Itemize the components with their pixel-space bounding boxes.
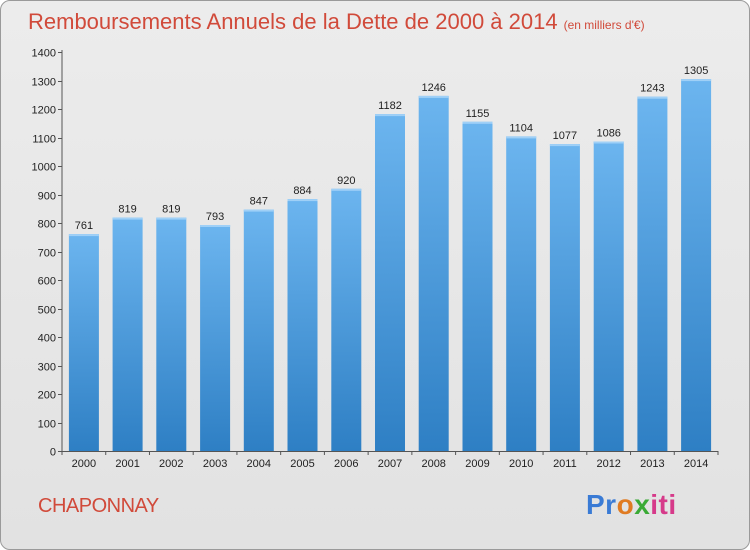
y-tick-label: 800 [38,219,56,231]
bar-top-highlight [243,209,274,212]
y-tick-label: 1400 [32,48,56,60]
chart-axes: 0 100 200 300 400 500 600 700 800 900 1000 1100 1200… [32,48,719,470]
x-tick-label: 2014 [684,458,708,470]
bar-value-label: 1243 [640,83,664,95]
x-tick-label: 2001 [115,458,139,470]
chart-unit: (en milliers d'€) [563,18,645,32]
proxiti-logo: Proxiti [586,489,677,520]
bar-2005 [287,199,318,451]
bar-2011 [549,144,580,451]
x-tick-label: 2013 [640,458,664,470]
x-tick-label: 2005 [290,458,314,470]
bar-2009 [462,121,493,452]
commune-name: CHAPONNAY [38,495,159,517]
y-tick-label: 1000 [32,162,56,174]
bar-top-highlight [418,95,449,98]
bar-2013 [637,96,668,451]
chart-title: Remboursements Annuels de la Dette de 20… [28,9,645,35]
y-tick-label: 900 [38,191,56,203]
bar-top-highlight [549,144,580,147]
y-tick-label: 0 [50,447,56,459]
chart-title-text: Remboursements Annuels de la Dette de 20… [28,9,558,34]
y-tick-label: 700 [38,248,56,260]
bar-value-label: 819 [162,204,180,216]
y-tick-label: 400 [38,333,56,345]
y-tick-label: 1300 [32,77,56,89]
y-tick-label: 1100 [32,134,56,146]
bar-value-label: 884 [293,185,311,197]
bar-2002 [156,217,187,451]
y-tick-label: 600 [38,276,56,288]
bar-value-label: 793 [206,211,224,223]
bar-value-label: 761 [75,220,93,232]
bar-2003 [200,225,231,451]
y-tick-label: 200 [38,390,56,402]
y-tick-label: 300 [38,362,56,374]
bar-2006 [331,188,362,452]
x-tick-label: 2010 [509,458,533,470]
bar-value-label: 1155 [466,108,490,120]
x-tick-label: 2007 [378,458,402,470]
bar-top-highlight [287,199,318,202]
bar-top-highlight [506,136,537,139]
bar-2004 [243,209,274,451]
bar-value-label: 847 [250,196,268,208]
bar-value-label: 1086 [596,128,620,140]
bar-top-highlight [637,96,668,99]
x-tick-label: 2002 [159,458,183,470]
bar-2000 [68,234,99,451]
bar-top-highlight [331,188,362,191]
x-tick-label: 2011 [553,458,577,470]
x-tick-label: 2012 [596,458,620,470]
bar-value-label: 1104 [509,122,533,134]
bar-value-label: 819 [118,204,136,216]
bar-top-highlight [462,121,493,124]
bar-top-highlight [68,234,99,237]
x-tick-label: 2000 [72,458,96,470]
bar-2010 [506,136,537,451]
x-tick-label: 2006 [334,458,358,470]
bar-top-highlight [156,217,187,220]
y-tick-label: 1200 [32,105,56,117]
x-tick-label: 2009 [465,458,489,470]
chart-bars: 761 819 819 793 847 884 920 1182 1246 1155 1104 107… [68,65,712,452]
bar-value-label: 1305 [684,65,708,77]
bar-value-label: 920 [337,175,355,187]
y-tick-label: 500 [38,305,56,317]
x-tick-label: 2003 [203,458,227,470]
bar-2001 [112,217,143,451]
bar-top-highlight [593,141,624,144]
bar-2007 [375,114,405,451]
bar-2008 [418,95,449,452]
bar-value-label: 1077 [553,130,577,142]
x-tick-label: 2004 [247,458,271,470]
bar-top-highlight [375,114,405,117]
bar-2014 [681,79,712,451]
bar-value-label: 1182 [378,100,402,112]
bar-2012 [593,141,624,451]
bar-top-highlight [681,79,712,82]
bar-top-highlight [112,217,143,220]
bar-top-highlight [200,225,231,227]
y-tick-label: 100 [38,419,56,431]
x-tick-label: 2008 [421,458,445,470]
bar-value-label: 1246 [421,82,445,94]
